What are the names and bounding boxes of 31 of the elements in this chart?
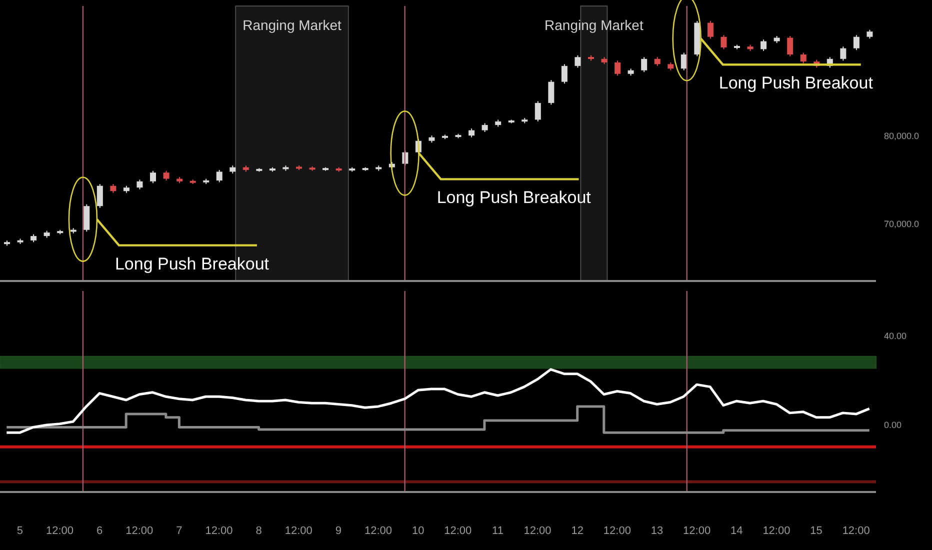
x-tick-label: 8 — [256, 524, 262, 537]
annotation: Long Push Breakout — [114, 254, 270, 274]
y-tick-label: 80,000.0 — [884, 130, 920, 141]
y-tick-label: 40.00 — [884, 330, 907, 341]
x-tick-label: 10 — [412, 524, 424, 537]
x-tick-label: 12:00 — [683, 524, 711, 537]
x-tick-label: 5 — [16, 524, 23, 537]
x-tick-label: 11 — [492, 524, 504, 537]
x-tick-label: 15 — [810, 524, 822, 537]
x-tick-label: 6 — [96, 524, 103, 537]
x-tick-label: 14 — [730, 524, 743, 537]
x-tick-label: 12:00 — [762, 524, 790, 537]
x-tick-label: 12:00 — [46, 524, 74, 537]
y-tick-label: 0.00 — [884, 420, 902, 430]
y-tick-label: 70,000.0 — [884, 218, 920, 229]
band-label: Ranging Market — [242, 17, 342, 33]
annotation: Long Push Breakout — [436, 188, 592, 208]
x-tick-label: 12:00 — [364, 524, 392, 537]
x-tick-label: 9 — [335, 524, 342, 537]
x-tick-label: 12 — [571, 524, 584, 537]
x-tick-label: 12:00 — [603, 524, 631, 537]
x-tick-label: 12:00 — [444, 524, 472, 537]
x-tick-label: 12:00 — [284, 524, 312, 537]
x-tick-label: 12:00 — [842, 524, 870, 537]
x-tick-label: 12:00 — [126, 524, 154, 537]
x-tick-label: 12:00 — [524, 524, 552, 537]
band-label: Ranging Market — [544, 17, 644, 33]
annotation: Long Push Breakout — [718, 74, 874, 93]
x-tick-label: 12:00 — [205, 524, 233, 537]
x-tick-label: 13 — [650, 524, 664, 537]
x-tick-label: 7 — [176, 524, 182, 537]
